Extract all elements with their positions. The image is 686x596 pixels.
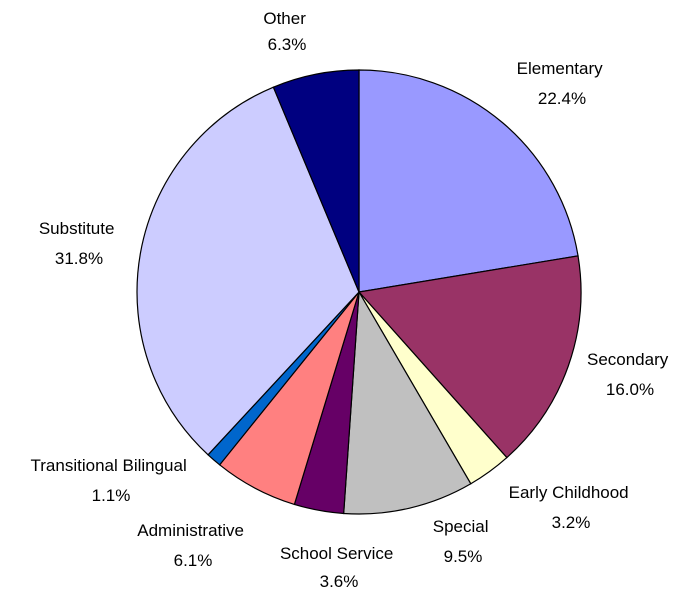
svg-text:Secondary 16.0%: Secondary 16.0%: [587, 350, 673, 399]
slice-label-special: Special: [433, 517, 489, 536]
slice-value-transitional-bilingual: 1.1%: [92, 486, 131, 505]
pie-slice-substitute: [136, 86, 360, 456]
slice-value-elementary: 22.4%: [538, 89, 586, 108]
slice-value-special: 9.5%: [444, 547, 483, 566]
slice-value-administrative: 6.1%: [174, 551, 213, 570]
svg-text:Special 9.5%: Special 9.5%: [433, 517, 494, 566]
pie-slice-other: [272, 69, 360, 293]
pie-labels: Other 6.3% Elementary 22.4% Substitute 3…: [31, 9, 673, 591]
svg-text:Elementary 22.4%: Elementary 22.4%: [517, 59, 608, 108]
pie-slice-secondary: [357, 255, 582, 459]
slice-value-early-childhood: 3.2%: [552, 513, 591, 532]
pie-slices: [136, 69, 582, 515]
slice-value-secondary: 16.0%: [606, 380, 654, 399]
svg-text:Other 6.3%: Other 6.3%: [263, 9, 310, 54]
svg-text:Transitional Bilingual 1: Transitional Bilingual 1.1%: [31, 456, 192, 505]
slice-label-administrative: Administrative: [137, 521, 244, 540]
slice-label-early-childhood: Early Childhood: [509, 483, 629, 502]
pie-slice-elementary: [358, 69, 579, 293]
slice-label-secondary: Secondary: [587, 350, 669, 369]
slice-label-elementary: Elementary: [517, 59, 603, 78]
slice-value-substitute: 31.8%: [55, 249, 103, 268]
svg-text:Early Childhood 3.2%: Early Childhood 3.2%: [509, 483, 634, 532]
slice-label-other: Other: [263, 9, 306, 28]
slice-label-school-service: School Service: [280, 544, 393, 563]
slice-label-substitute: Substitute: [39, 219, 115, 238]
pie-slice-special: [343, 290, 472, 515]
slice-value-school-service: 3.6%: [320, 572, 359, 591]
slice-label-transitional-bilingual: Transitional Bilingual: [31, 456, 187, 475]
svg-text:Substitute 31.8%: Substitute 31.8%: [39, 219, 119, 268]
svg-text:Administrative 6.1%: Administrative 6.1%: [137, 521, 249, 570]
svg-text:School Service 3.6%: School Service 3.6%: [280, 544, 398, 591]
slice-value-other: 6.3%: [268, 35, 307, 54]
